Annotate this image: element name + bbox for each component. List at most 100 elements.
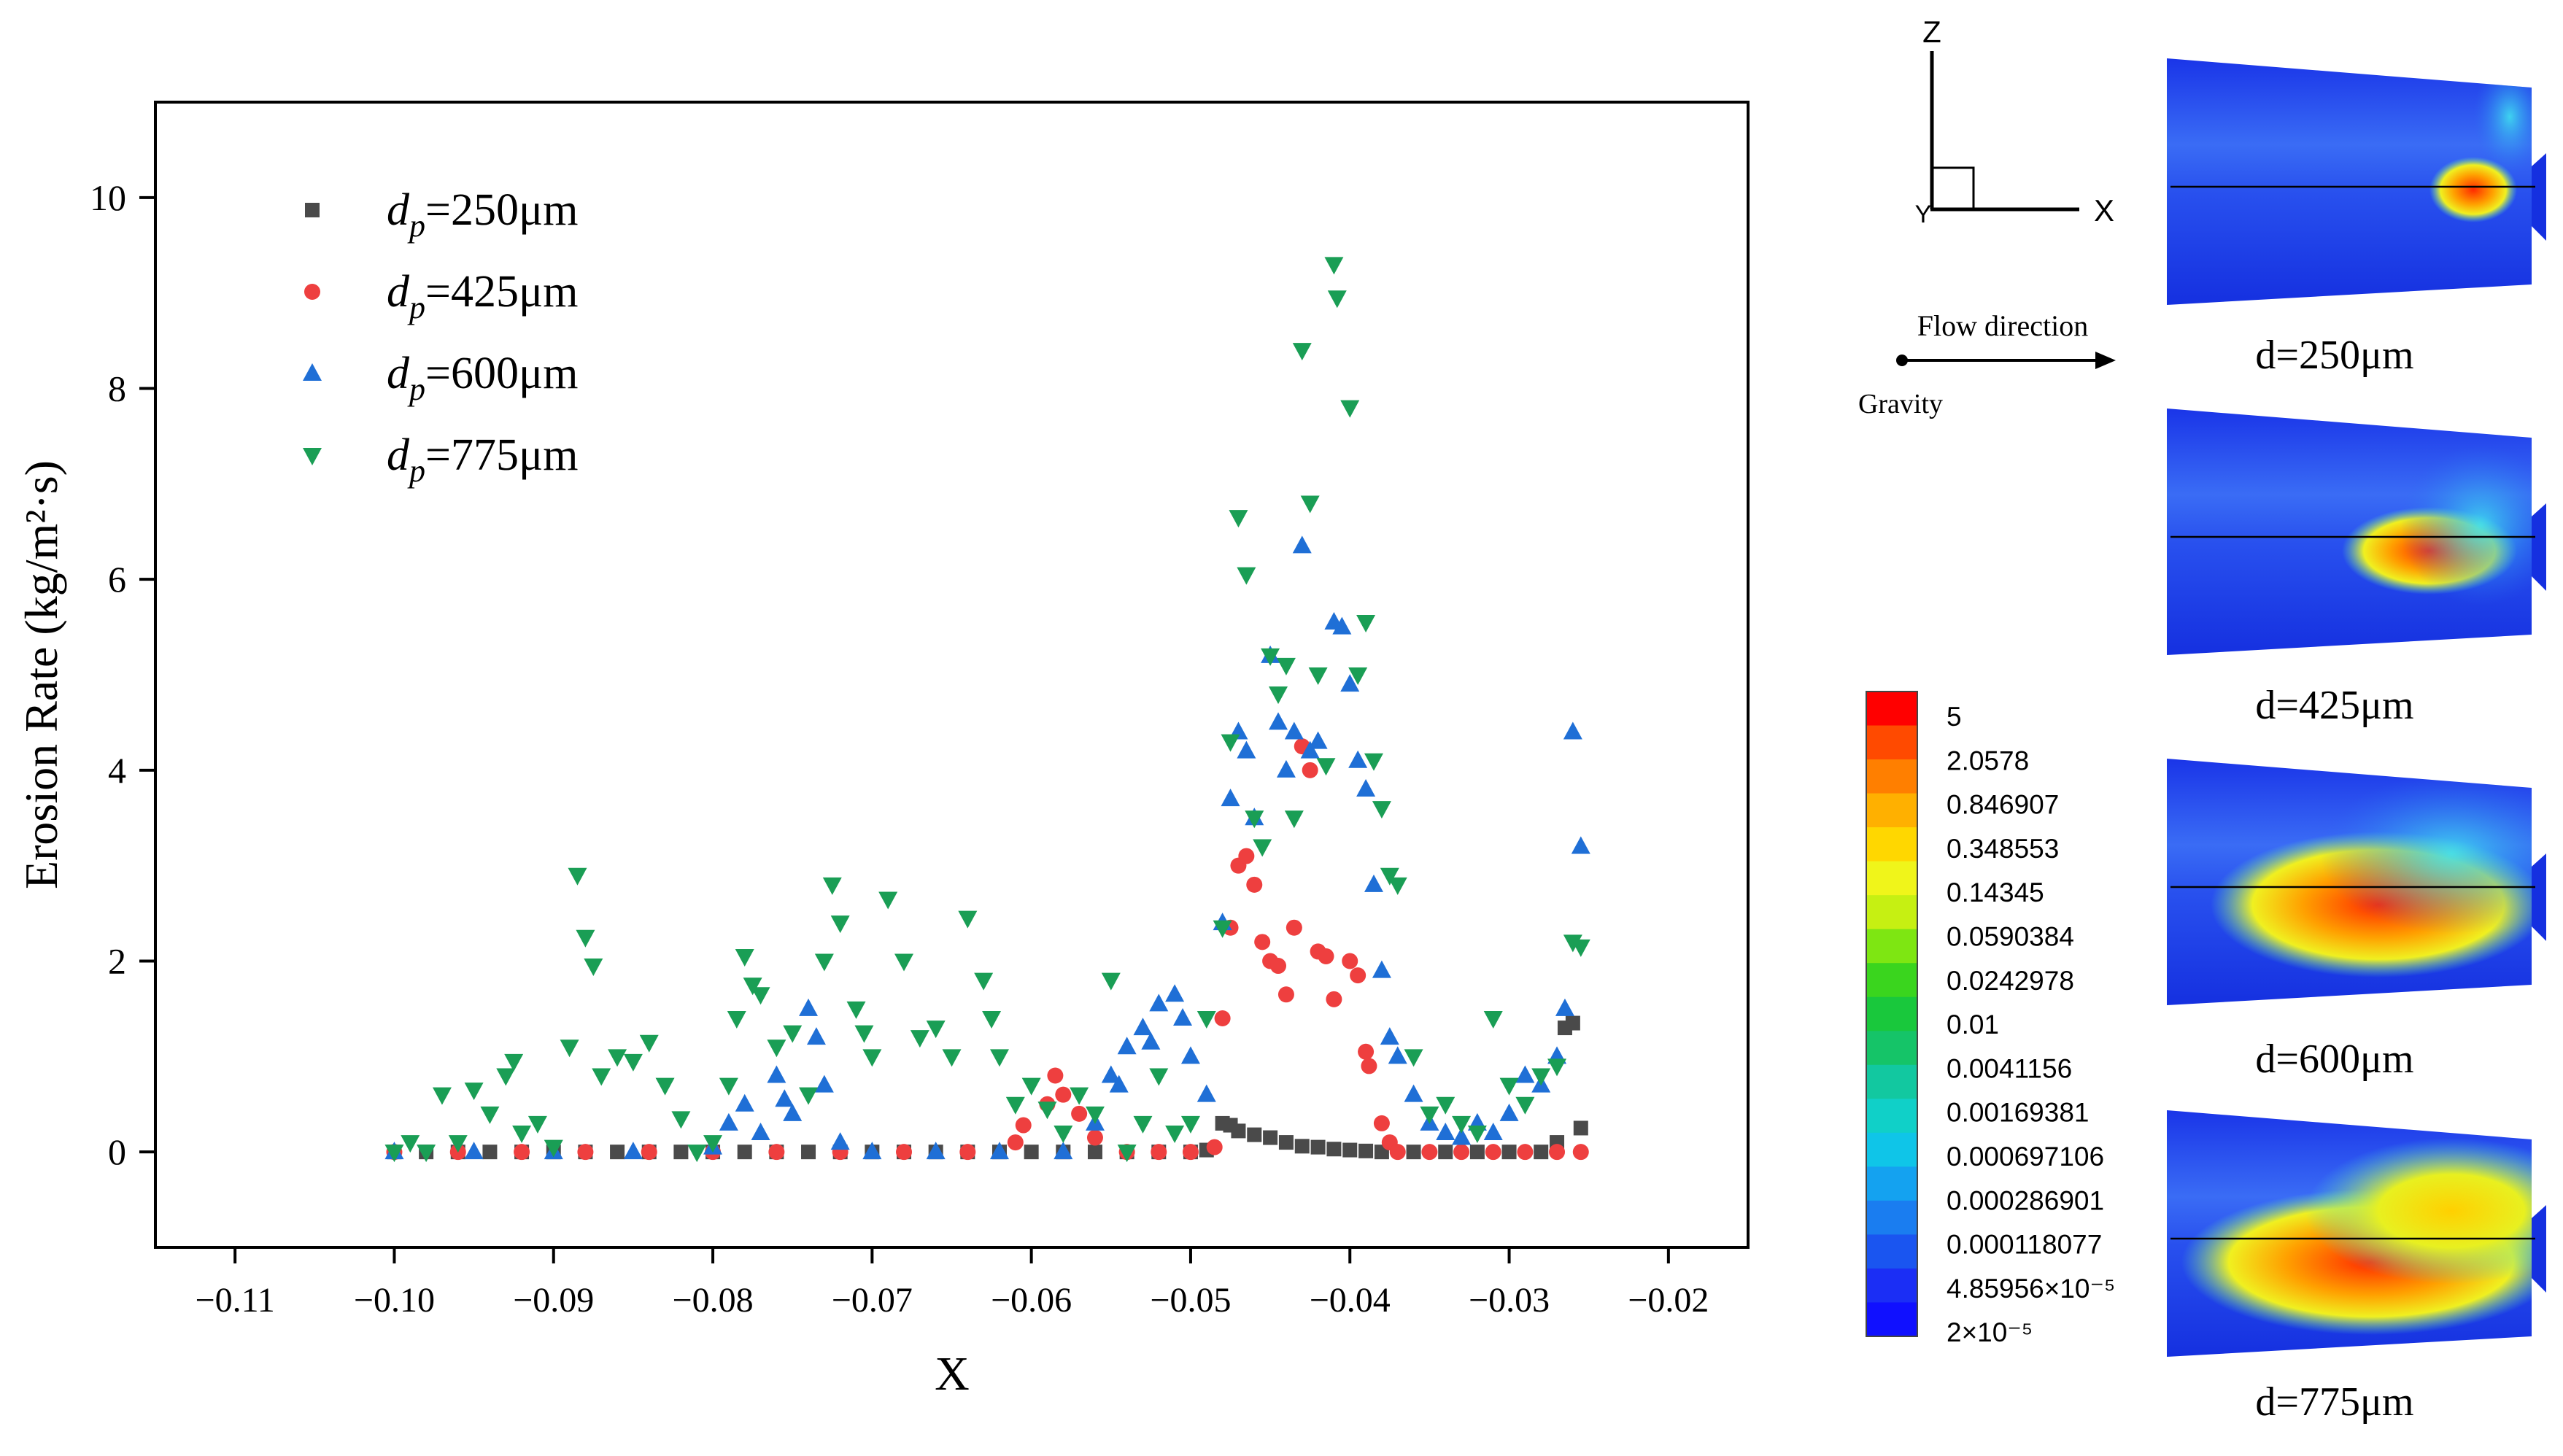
data-point-triangle-down bbox=[480, 1106, 500, 1124]
data-point-triangle-down bbox=[1324, 257, 1344, 275]
y-tick-label: 10 bbox=[90, 177, 126, 218]
data-point-triangle-down bbox=[560, 1039, 579, 1058]
data-point-triangle-up bbox=[1237, 740, 1256, 759]
data-point-triangle-down bbox=[1547, 1058, 1567, 1077]
data-point-triangle-up bbox=[1276, 759, 1296, 778]
data-point-triangle-down bbox=[1499, 1077, 1519, 1096]
data-point-triangle-down bbox=[608, 1049, 627, 1067]
data-point-circle bbox=[1358, 1043, 1375, 1060]
data-point-triangle-down bbox=[1348, 667, 1368, 685]
data-point-square bbox=[1024, 1145, 1039, 1160]
y-axis-letter: Y bbox=[1915, 201, 1932, 228]
data-point-triangle-down bbox=[432, 1087, 452, 1105]
data-point-triangle-up bbox=[1332, 616, 1352, 635]
colorbar-segment bbox=[1866, 1064, 1917, 1099]
colorbar-segment bbox=[1866, 1099, 1917, 1134]
data-point-triangle-down bbox=[1197, 1011, 1216, 1029]
data-point-triangle-down bbox=[384, 1145, 404, 1163]
data-point-circle bbox=[768, 1144, 785, 1161]
data-point-square bbox=[610, 1145, 625, 1160]
colorbar-label: 0.0242978 bbox=[1947, 966, 2074, 996]
colorbar-segment bbox=[1866, 963, 1917, 998]
flow-arrowhead-icon bbox=[2095, 352, 2116, 369]
y-tick-label: 0 bbox=[108, 1131, 126, 1172]
data-point-circle bbox=[1453, 1144, 1470, 1161]
colorbar-label: 0.000118077 bbox=[1947, 1230, 2102, 1260]
data-point-triangle-up bbox=[1141, 1031, 1161, 1050]
colorbar-segment bbox=[1866, 725, 1917, 760]
legend-label: dp=775μm bbox=[387, 430, 578, 489]
data-point-triangle-down bbox=[1054, 1126, 1073, 1143]
data-point-triangle-down bbox=[1037, 1101, 1057, 1120]
x-tick-label: −0.04 bbox=[1310, 1281, 1391, 1320]
x-tick-label: −0.10 bbox=[354, 1281, 435, 1320]
data-point-square bbox=[1573, 1120, 1588, 1136]
axes-diagram: Z X Y Flow direction Gravity bbox=[1858, 15, 2116, 419]
data-point-triangle-down bbox=[926, 1021, 946, 1039]
data-point-triangle-down bbox=[1356, 615, 1376, 633]
data-point-triangle-down bbox=[1261, 648, 1280, 666]
data-point-square bbox=[1534, 1145, 1549, 1160]
data-point-triangle-down bbox=[894, 953, 914, 972]
gravity-label: Gravity bbox=[1858, 389, 1943, 419]
series-3-points bbox=[384, 257, 1590, 1163]
y-axis-ticks: 0 2 4 6 8 10 bbox=[90, 177, 155, 1172]
z-axis-letter: Z bbox=[1922, 15, 1941, 49]
data-point-circle bbox=[1270, 958, 1287, 975]
data-point-triangle-up bbox=[799, 998, 819, 1016]
legend-marker-square bbox=[305, 203, 320, 217]
data-point-triangle-down bbox=[1380, 867, 1399, 886]
colorbar-segment bbox=[1866, 1031, 1917, 1066]
legend-label: dp=600μm bbox=[387, 349, 578, 407]
contour-panel: d=600μm bbox=[2167, 759, 2546, 1082]
data-point-triangle-up bbox=[1348, 750, 1368, 768]
data-point-triangle-up bbox=[830, 1132, 850, 1150]
data-point-triangle-down bbox=[799, 1087, 819, 1105]
data-point-square bbox=[1310, 1139, 1326, 1155]
data-point-triangle-up bbox=[814, 1074, 834, 1093]
data-point-triangle-up bbox=[1555, 998, 1574, 1016]
data-point-triangle-up bbox=[623, 1142, 643, 1160]
data-point-triangle-down bbox=[639, 1034, 659, 1053]
y-tick-label: 2 bbox=[108, 941, 126, 982]
data-point-triangle-up bbox=[1180, 1046, 1200, 1064]
colorbar-segment bbox=[1866, 929, 1917, 964]
data-point-circle bbox=[1055, 1086, 1072, 1103]
data-point-triangle-down bbox=[1372, 801, 1391, 819]
colorbar-segment bbox=[1866, 827, 1917, 862]
data-point-triangle-down bbox=[1308, 667, 1328, 685]
data-point-triangle-up bbox=[1364, 874, 1383, 892]
data-points bbox=[384, 257, 1590, 1163]
data-point-triangle-down bbox=[448, 1135, 468, 1153]
data-point-circle bbox=[1277, 986, 1294, 1003]
colorbar-segment bbox=[1866, 1132, 1917, 1167]
y-tick-label: 4 bbox=[108, 750, 126, 791]
data-point-triangle-down bbox=[958, 910, 978, 929]
data-point-triangle-down bbox=[1364, 753, 1383, 771]
colorbar-frame bbox=[1866, 691, 1918, 1337]
data-point-triangle-down bbox=[655, 1077, 675, 1096]
data-point-triangle-up bbox=[1380, 1027, 1399, 1045]
data-point-triangle-up bbox=[1515, 1065, 1535, 1083]
data-point-circle bbox=[577, 1144, 594, 1161]
pipe-outlet bbox=[2532, 1205, 2546, 1293]
data-point-triangle-up bbox=[1388, 1046, 1407, 1064]
legend-marker-triangle-down bbox=[303, 448, 322, 465]
panel-label: d=775μm bbox=[2255, 1379, 2413, 1425]
data-point-triangle-down bbox=[814, 953, 834, 972]
data-point-triangle-down bbox=[1253, 839, 1272, 857]
data-point-circle bbox=[1549, 1144, 1566, 1161]
x-tick-label: −0.06 bbox=[991, 1281, 1072, 1320]
colorbar-label: 0.000286901 bbox=[1947, 1185, 2104, 1215]
data-point-triangle-down bbox=[1316, 758, 1336, 776]
gravity-dot-icon bbox=[1896, 355, 1908, 366]
data-point-triangle-down bbox=[1531, 1068, 1551, 1086]
data-point-triangle-up bbox=[1117, 1037, 1137, 1055]
flow-direction-label: Flow direction bbox=[1917, 309, 2088, 342]
data-point-triangle-up bbox=[926, 1142, 946, 1160]
x-tick-label: −0.07 bbox=[832, 1281, 913, 1320]
colorbar-segment bbox=[1866, 759, 1917, 794]
data-point-triangle-down bbox=[1005, 1096, 1025, 1115]
data-point-triangle-down bbox=[1340, 400, 1360, 418]
data-point-triangle-down bbox=[878, 891, 898, 910]
